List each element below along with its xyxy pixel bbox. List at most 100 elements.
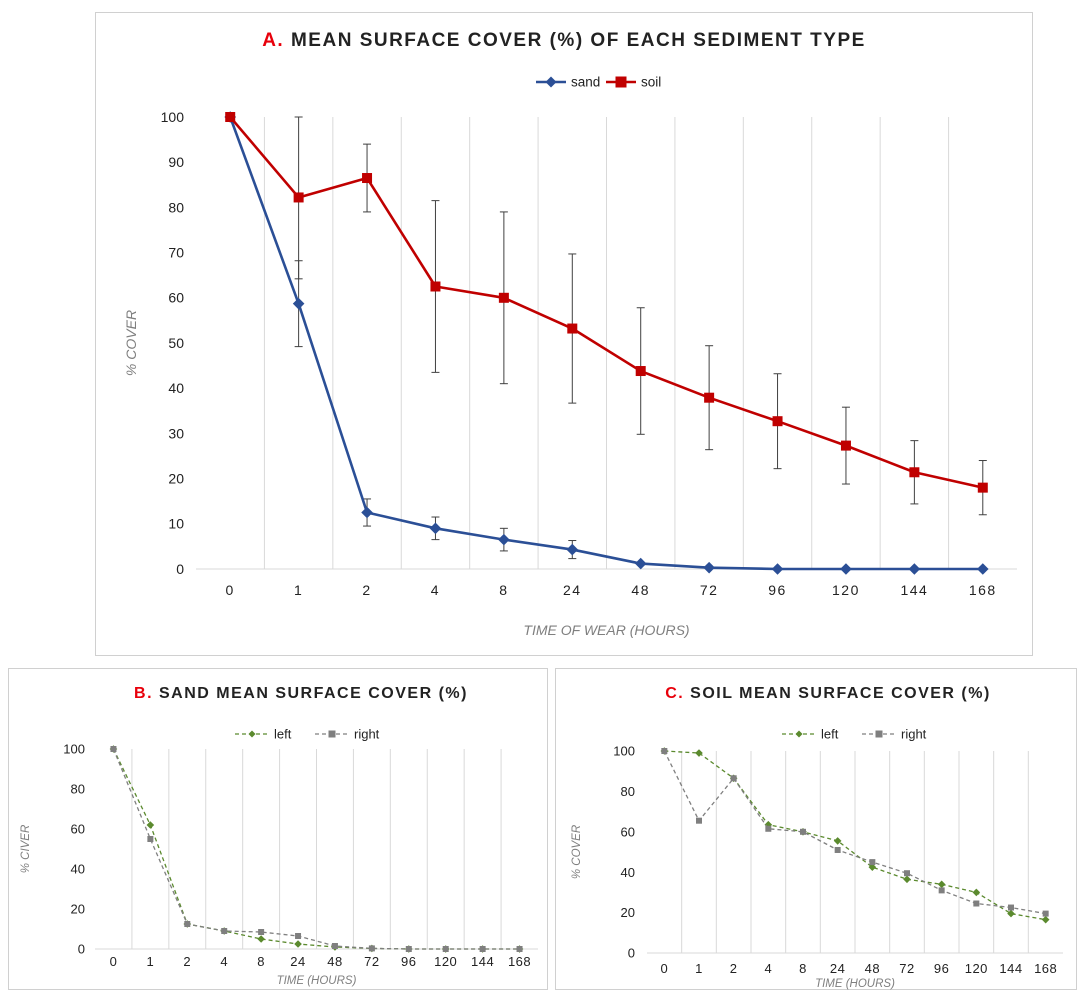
data-point-soil [293,192,304,203]
x-tick-label: 144 [471,954,494,969]
chart-panel-b: B. SAND MEAN SURFACE COVER (%) 0 20 40 60 80… [8,668,548,990]
data-point-left [903,875,911,884]
data-point-left [868,863,877,871]
data-point-right [221,928,228,934]
data-point-left [1007,909,1015,918]
y-tick-label: 80 [71,782,85,797]
data-point-right [405,946,412,952]
x-tick-label: 1 [695,961,703,976]
data-point-soil [225,112,236,122]
x-tick-label: 0 [226,582,235,598]
chart-title: A. MEAN SURFACE COVER (%) OF EACH SEDIME… [96,30,1032,52]
y-tick-label: 0 [628,946,635,961]
data-point-right [834,846,841,853]
x-tick-label: 2 [730,961,738,976]
x-axis-title: TIME (HOURS) [815,978,895,990]
y-tick-label: 70 [168,245,184,261]
data-point-right [479,946,486,952]
y-tick-label: 0 [176,561,184,577]
chart-panel-a: A. MEAN SURFACE COVER (%) OF EACH SEDIME… [95,12,1033,656]
x-tick-label: 168 [1034,961,1057,976]
x-tick-label: 96 [401,954,416,969]
x-tick-label: 8 [799,961,807,976]
x-tick-label: 48 [865,961,880,976]
series-line-right [112,748,520,950]
x-tick-label: 144 [999,961,1022,976]
data-point-soil [772,416,783,427]
x-tick-label: 120 [965,961,988,976]
data-point-right [368,945,375,952]
x-tick-label: 4 [764,961,772,976]
data-point-right [696,817,702,824]
y-tick-label: 100 [161,109,185,125]
x-tick-label: 24 [290,954,305,969]
data-point-sand [634,557,647,570]
x-tick-label: 48 [631,582,650,598]
data-point-right [1008,904,1014,911]
legend-marker [248,730,256,738]
data-point-soil [704,392,715,403]
data-point-sand [840,563,852,575]
series-line-sand [228,116,983,571]
chart-title: B. SAND MEAN SURFACE COVER (%) [55,685,547,703]
data-point-right [184,921,191,927]
data-point-left [1041,915,1050,924]
chart-title: C. SOIL MEAN SURFACE COVER (%) [580,685,1076,703]
y-axis-title: % COVER [571,825,583,879]
y-axis-title: % COVER [123,310,139,376]
y-tick-label: 100 [613,744,635,759]
data-point-right [800,828,806,835]
data-point-right [147,836,154,842]
x-tick-label: 2 [362,582,371,598]
x-tick-label: 168 [969,582,997,598]
data-point-soil [498,292,509,303]
y-tick-label: 20 [168,471,184,487]
data-point-left [972,888,981,897]
data-point-left [146,821,155,829]
y-tick-label: 80 [621,784,635,799]
data-point-left [833,837,842,845]
data-point-sand [908,563,921,575]
x-tick-label: 168 [508,954,531,969]
data-point-sand [703,561,715,574]
data-point-right [904,870,910,877]
y-tick-label: 60 [621,824,635,839]
data-point-soil [909,467,920,478]
data-point-right [442,946,449,952]
y-tick-label: 40 [621,865,635,880]
data-point-sand [566,543,579,556]
legend-label: right [354,727,380,742]
chart-title-text: SOIL MEAN SURFACE COVER (%) [690,685,991,702]
x-tick-label: 0 [660,961,668,976]
x-axis-title: TIME OF WEAR (HOURS) [523,622,689,638]
y-tick-label: 90 [168,154,184,170]
y-tick-label: 30 [168,425,184,441]
chart-title-letter: B. [134,685,154,702]
data-point-right [110,746,117,752]
data-point-sand [429,522,442,535]
data-point-soil [430,281,441,292]
x-tick-label: 1 [147,954,155,969]
x-tick-label: 144 [900,582,928,598]
data-point-right [765,825,772,832]
x-tick-label: 4 [220,954,228,969]
data-point-right [973,900,980,907]
legend-marker [328,730,336,738]
data-point-right [869,859,876,866]
legend-label: sand [571,75,600,90]
y-tick-label: 10 [168,516,184,532]
legend-marker [795,730,803,738]
x-tick-label: 72 [700,582,719,598]
x-tick-label: 8 [257,954,265,969]
data-point-soil [840,440,851,451]
data-point-right [516,946,523,952]
x-tick-label: 0 [110,954,118,969]
x-tick-label: 120 [832,582,860,598]
y-tick-label: 50 [168,335,184,351]
y-tick-label: 100 [63,742,85,757]
data-point-sand [498,533,510,546]
y-tick-label: 60 [71,822,85,837]
x-tick-label: 8 [499,582,508,598]
